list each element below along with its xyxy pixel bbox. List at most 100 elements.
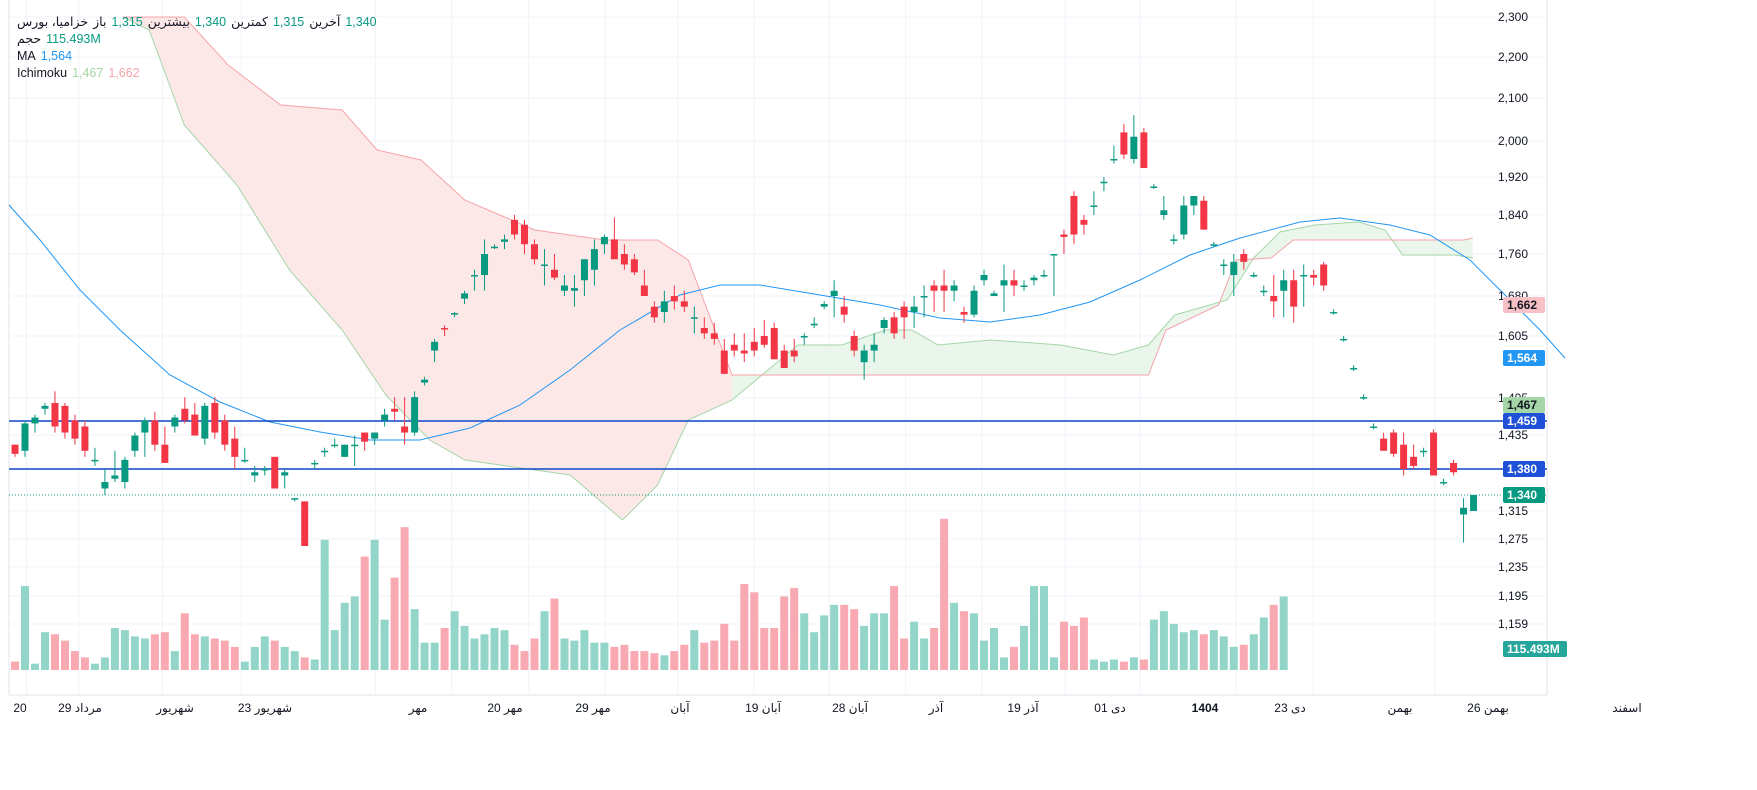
legend-ma-label: MA xyxy=(17,49,36,63)
candle xyxy=(1300,264,1308,307)
candle xyxy=(191,402,199,436)
candle-body xyxy=(990,293,998,296)
candle-body xyxy=(1250,275,1258,277)
volume-bar xyxy=(310,659,319,670)
price-badge-last xyxy=(1503,487,1545,503)
candle-body xyxy=(1410,456,1418,466)
candle-body xyxy=(770,328,778,360)
candle xyxy=(1020,280,1028,291)
volume-bar xyxy=(190,634,199,670)
candle-body xyxy=(1000,280,1008,286)
candle-body xyxy=(1310,275,1318,278)
volume-bar xyxy=(1169,623,1178,670)
candle xyxy=(171,414,179,433)
legend-symbol[interactable]: خزامیا، بورس xyxy=(17,15,89,29)
legend-ichimoku-row[interactable]: Ichimoku 1,467 1,662 xyxy=(17,65,377,82)
candle-body xyxy=(1020,285,1028,287)
volume-bar xyxy=(320,539,329,670)
candle xyxy=(590,239,598,286)
volume-bar xyxy=(31,663,39,670)
y-axis-label: 2,100 xyxy=(1498,91,1528,105)
candle xyxy=(311,459,319,469)
y-axis-label: 2,200 xyxy=(1498,50,1528,64)
candle xyxy=(411,391,419,436)
candle xyxy=(760,320,768,348)
volume-bar xyxy=(840,604,849,670)
legend-close-label: آخرین xyxy=(309,15,341,29)
candle xyxy=(620,244,628,270)
legend-volume-row[interactable]: حجم 115.493M xyxy=(17,31,377,48)
candle-body xyxy=(101,482,109,489)
candle-body xyxy=(1130,136,1138,159)
volume-bar xyxy=(690,630,699,670)
candle-body xyxy=(141,420,149,433)
candle xyxy=(1250,272,1258,278)
volume-bar xyxy=(1269,604,1278,670)
candle-body xyxy=(950,285,958,291)
candle xyxy=(1260,285,1268,296)
candle-body xyxy=(1450,462,1458,473)
legend-ma-value: 1,564 xyxy=(40,49,73,63)
volume-bar xyxy=(710,640,719,670)
volume-bar xyxy=(920,638,929,670)
candle xyxy=(560,275,568,296)
candle-body xyxy=(690,317,698,319)
volume-bar xyxy=(1229,646,1238,670)
candle xyxy=(1080,215,1088,235)
candle xyxy=(570,275,578,307)
x-axis-label: 29 مرداد xyxy=(58,701,102,716)
legend-high-value: 1,340 xyxy=(194,15,227,29)
candle xyxy=(1310,269,1318,286)
candle xyxy=(700,317,708,339)
candle-body xyxy=(161,444,169,463)
candle-body xyxy=(491,246,499,249)
candle-body xyxy=(261,469,269,471)
candle xyxy=(1010,269,1018,296)
volume-bar xyxy=(410,609,419,670)
candle xyxy=(511,215,518,240)
volume-bar xyxy=(960,611,969,670)
volume-bar xyxy=(640,651,649,670)
y-axis-label: 1,840 xyxy=(1498,208,1528,222)
volume-bar xyxy=(280,646,289,670)
candle xyxy=(690,306,698,334)
volume-bar xyxy=(950,602,959,670)
volume-bar xyxy=(290,651,299,670)
candle-body xyxy=(540,264,548,266)
candle xyxy=(1460,498,1468,543)
candle-body xyxy=(530,244,538,260)
candle xyxy=(281,469,289,489)
candle-body xyxy=(830,290,838,296)
candle-body xyxy=(1110,159,1118,161)
candle xyxy=(161,426,169,463)
volume-bar xyxy=(400,527,409,670)
candle-body xyxy=(910,306,918,312)
legend-close-value: 1,340 xyxy=(345,15,377,29)
candle xyxy=(730,333,738,357)
candle-body xyxy=(900,306,908,318)
price-badge-volume xyxy=(1503,641,1567,657)
volume-bar xyxy=(760,628,769,670)
volume-bar xyxy=(100,657,109,670)
candle xyxy=(1170,234,1178,245)
volume-bar xyxy=(540,611,549,670)
candle-body xyxy=(870,344,878,351)
volume-bar xyxy=(170,651,179,670)
candle-body xyxy=(201,405,209,439)
candle-body xyxy=(71,420,79,439)
volume-bar xyxy=(270,640,279,670)
volume-bar xyxy=(830,604,839,670)
candle-body xyxy=(560,285,568,291)
volume-bar xyxy=(740,583,749,670)
candle-body xyxy=(840,306,848,315)
volume-bar xyxy=(980,640,988,670)
volume-bar xyxy=(600,642,609,670)
volume-bar xyxy=(620,644,629,670)
legend-ma-row[interactable]: MA 1,564 xyxy=(17,48,377,65)
legend-low-value: 1,315 xyxy=(272,15,305,29)
moving-average-line xyxy=(8,204,1566,441)
volume-bar xyxy=(260,636,269,670)
price-badge-text-level-1: 1,459 xyxy=(1507,414,1537,428)
